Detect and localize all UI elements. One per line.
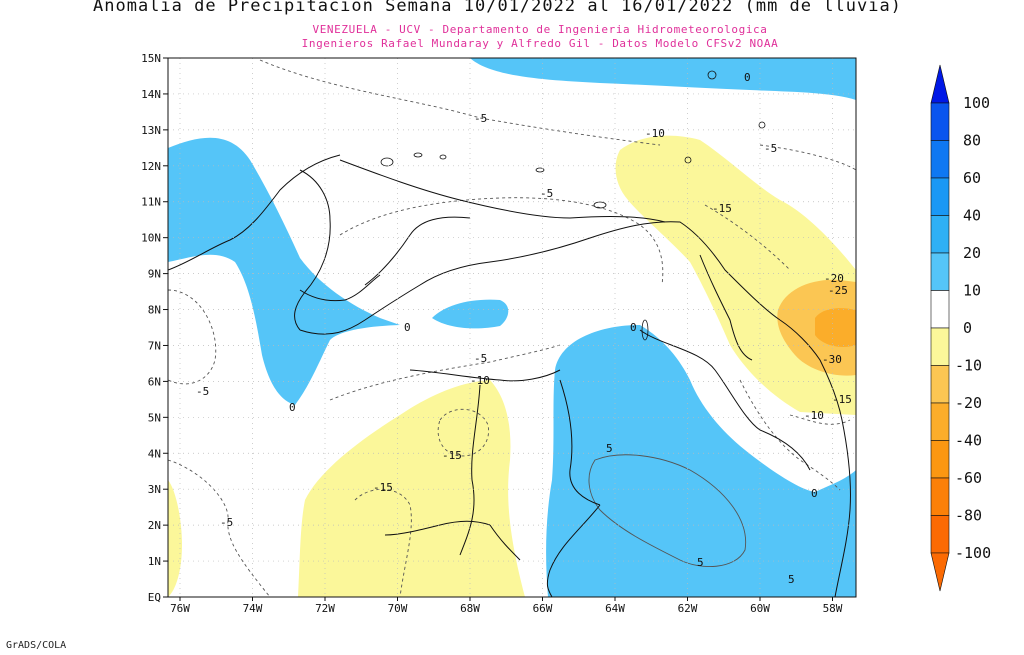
contour-label: -10 [804,409,824,422]
map-subtitle-2: Ingenieros Rafael Mundaray y Alfredo Gil… [301,37,779,50]
colorbar-swatch [930,252,950,291]
lat-label: 14N [141,88,161,101]
colorbar-swatch [930,440,950,479]
colorbar-swatch [930,327,950,366]
contour-value-labels: 0 0 0 0 0 5 5 5 -5 -5 -5 -5 -5 -5 -10 -1… [196,71,852,586]
negative-area-southwest [298,380,525,597]
contour-label: -5 [764,142,777,155]
contour-label: -5 [220,516,233,529]
latitude-axis: 15N 14N 13N 12N 11N 10N 9N 8N 7N 6N 5N 4N 3N 2N 1N EQ [141,52,168,604]
lat-label: 12N [141,160,161,173]
contour-label: -10 [645,127,665,140]
contour-lines [168,59,856,597]
positive-area-north [470,58,856,100]
colorbar-label: 80 [963,132,981,150]
colorbar-swatch [930,290,950,329]
lat-label: 13N [141,124,161,137]
positive-area-west [168,137,400,405]
lat-label: 3N [148,483,161,496]
lon-label: 58W [823,602,843,615]
colorbar-cap-top [930,64,950,104]
positive-area-lake [432,299,509,329]
colorbar-label: 0 [963,319,972,337]
colorbar-label: 60 [963,169,981,187]
contour-label: -15 [832,393,852,406]
contour-label: 5 [606,442,613,455]
contour-label: -5 [540,187,553,200]
lat-label: 8N [148,304,161,317]
colorbar-swatch [930,215,950,254]
lon-label: 70W [388,602,408,615]
contour-label: -15 [373,481,393,494]
lat-label: 2N [148,519,161,532]
contour-label: 5 [788,573,795,586]
lon-label: 74W [243,602,263,615]
contour-label: 0 [744,71,751,84]
contour-label: -30 [822,353,842,366]
colorbar-label: 100 [963,94,990,112]
negative-area-30 [815,308,856,347]
map-title: Anomalia de Precipitacion Semana 10/01/2… [93,0,902,16]
land-outlines [168,154,852,597]
contour-label: -5 [196,385,209,398]
contour-label: -25 [828,284,848,297]
lon-label: 68W [460,602,480,615]
lon-label: 72W [315,602,335,615]
colorbar-label: 40 [963,207,981,225]
contour-label: -15 [442,449,462,462]
lat-label: 15N [141,52,161,65]
islands [380,70,766,341]
colorbar-swatch [930,515,950,554]
footer-credit: GrADS/COLA [6,640,67,651]
colorbar-swatch [930,365,950,404]
colorbar-swatch [930,102,950,141]
contour-label: -10 [470,374,490,387]
lat-label: EQ [148,591,161,604]
colorbar-label: 20 [963,244,981,262]
colorbar-swatch [930,477,950,516]
contour-label: -5 [474,352,487,365]
lat-label: 11N [141,196,161,209]
lon-label: 62W [678,602,698,615]
contour-label: -20 [824,272,844,285]
colorbar-label: 10 [963,282,981,300]
lon-label: 64W [605,602,625,615]
colorbar-label: -40 [955,432,982,450]
colorbar-swatch [930,402,950,441]
colorbar-label: -80 [955,507,982,525]
contour-label: -5 [474,112,487,125]
lat-label: 5N [148,411,161,424]
lat-label: 4N [148,447,161,460]
lat-label: 9N [148,268,161,281]
map-frame [167,57,857,598]
lon-label: 60W [750,602,770,615]
map-subtitle-1: VENEZUELA - UCV - Departamento de Ingeni… [312,23,768,36]
contour-label: 0 [289,401,296,414]
contour-label: 0 [630,321,637,334]
colorbar-label: -100 [955,544,991,562]
lon-label: 76W [170,602,190,615]
lat-label: 7N [148,339,161,352]
colorbar-label: -60 [955,469,982,487]
contour-label: 5 [697,556,704,569]
contour-label: -15 [712,202,732,215]
lat-label: 6N [148,375,161,388]
shaded-anomaly-areas [168,58,856,597]
contour-label: 0 [811,487,818,500]
colorbar-label: -20 [955,394,982,412]
lat-label: 1N [148,555,161,568]
lon-label: 66W [533,602,553,615]
colorbar-swatch [930,140,950,179]
contour-label: 0 [404,321,411,334]
colorbar-label: -10 [955,357,982,375]
negative-area-west-edge [168,480,182,597]
colorbar-swatch [930,177,950,216]
colorbar-cap-bottom [930,552,950,592]
lat-label: 10N [141,232,161,245]
longitude-axis: 76W 74W 72W 70W 68W 66W 64W 62W 60W 58W [170,597,843,615]
